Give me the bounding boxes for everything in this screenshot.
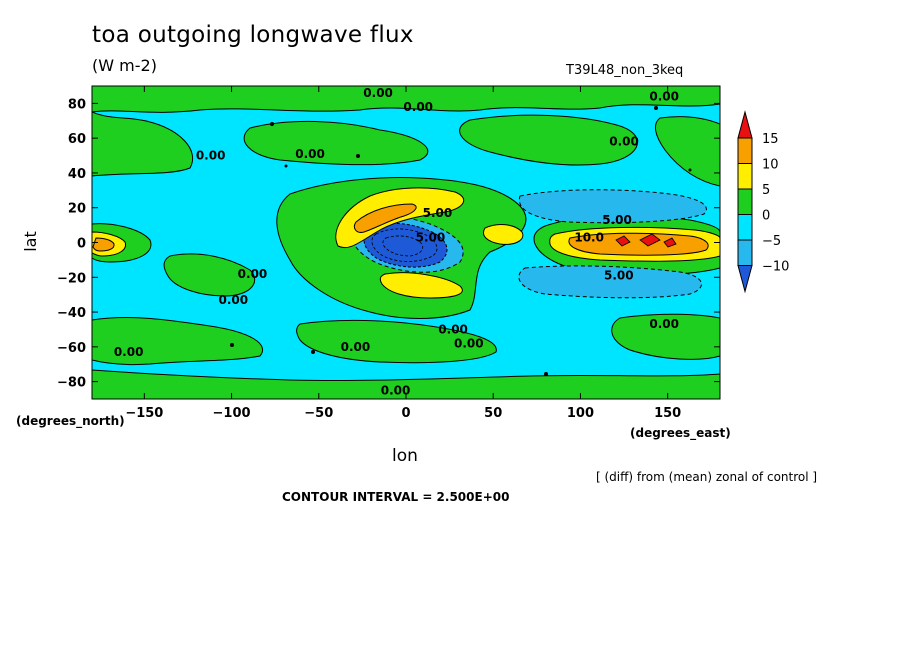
contour-label: 0.00 <box>381 383 411 397</box>
contour-interval: CONTOUR INTERVAL = 2.500E+00 <box>282 490 510 504</box>
contour-label: 0.00 <box>649 317 679 331</box>
y-tick-label: −20 <box>57 271 86 286</box>
colorbar-label: 15 <box>762 132 779 147</box>
colorbar: 15 10 5 0 −5 −10 <box>737 110 789 294</box>
colorbar-segment <box>737 137 753 164</box>
x-tick-label: −50 <box>304 406 333 421</box>
core-contours <box>371 228 438 262</box>
x-axis-ticks: −150 −100 −50 0 50 100 150 <box>125 86 681 421</box>
colorbar-segment <box>737 239 753 266</box>
y-tick-label: 0 <box>77 237 86 252</box>
colorbar-segment <box>737 163 753 190</box>
y-tick-label: 60 <box>68 132 86 147</box>
y-tick-label: −80 <box>57 376 86 391</box>
y-tick-label: 80 <box>68 97 86 112</box>
x-tick-label: 0 <box>401 406 410 421</box>
comparison-note: [ (diff) from (mean) zonal of control ] <box>596 470 818 484</box>
max-positive-regions <box>615 233 677 248</box>
contour-label: 0.00 <box>295 147 325 161</box>
colorbar-label: 0 <box>762 209 770 224</box>
colorbar-label: 10 <box>762 158 779 173</box>
colorbar-label: −10 <box>762 260 789 275</box>
contour-labels: 0.000.000.000.00 0.000.005.005.005.00 10.0… <box>114 86 679 397</box>
colorbar-min-arrow <box>737 265 753 294</box>
contour-label: 5.00 <box>602 213 632 227</box>
contour-label: 0.00 <box>341 340 371 354</box>
x-tick-label: −150 <box>125 406 163 421</box>
x-tick-label: 50 <box>484 406 502 421</box>
contour-label: 5.00 <box>416 230 446 244</box>
contour-label: 0.00 <box>609 135 639 149</box>
y-tick-label: 20 <box>68 202 86 217</box>
x-axis-label: lon <box>392 446 418 466</box>
y-axis-units: (degrees_north) <box>16 414 125 428</box>
strong-negative-core <box>363 222 448 268</box>
y-tick-label: −60 <box>57 341 86 356</box>
contour-label: 10.0 <box>574 230 604 244</box>
run-name: T39L48_non_3keq <box>566 63 684 78</box>
contour-field <box>92 86 720 399</box>
contour-label: 0.00 <box>454 336 484 350</box>
contour-label: 5.00 <box>423 206 453 220</box>
x-tick-label: −100 <box>213 406 251 421</box>
colorbar-label: −5 <box>762 234 781 249</box>
contour-label: 0.00 <box>649 89 679 103</box>
high-positive-regions <box>92 203 709 256</box>
contour-label: 0.00 <box>438 322 468 336</box>
x-tick-label: 100 <box>567 406 594 421</box>
y-tick-label: −40 <box>57 306 86 321</box>
contour-label: 0.00 <box>114 345 144 359</box>
contour-label: 0.00 <box>218 293 248 307</box>
contour-label: 0.00 <box>196 149 226 163</box>
x-tick-label: 150 <box>654 406 681 421</box>
colorbar-max-arrow <box>737 110 753 139</box>
contour-label: 0.00 <box>363 86 393 100</box>
x-axis-units: (degrees_east) <box>630 426 731 440</box>
colorbar-segment <box>737 188 753 215</box>
contour-label: 5.00 <box>604 269 634 283</box>
colorbar-label: 5 <box>762 183 770 198</box>
chart-title: toa outgoing longwave flux <box>92 22 414 48</box>
small-features <box>230 106 692 376</box>
colorbar-segment <box>737 214 753 241</box>
contour-label: 0.00 <box>238 267 268 281</box>
y-tick-label: 40 <box>68 167 86 182</box>
chart-units: (W m-2) <box>92 56 157 75</box>
contour-label: 0.00 <box>403 100 433 114</box>
y-axis-ticks: −80 −60 −40 −20 0 20 40 60 80 <box>57 97 720 391</box>
